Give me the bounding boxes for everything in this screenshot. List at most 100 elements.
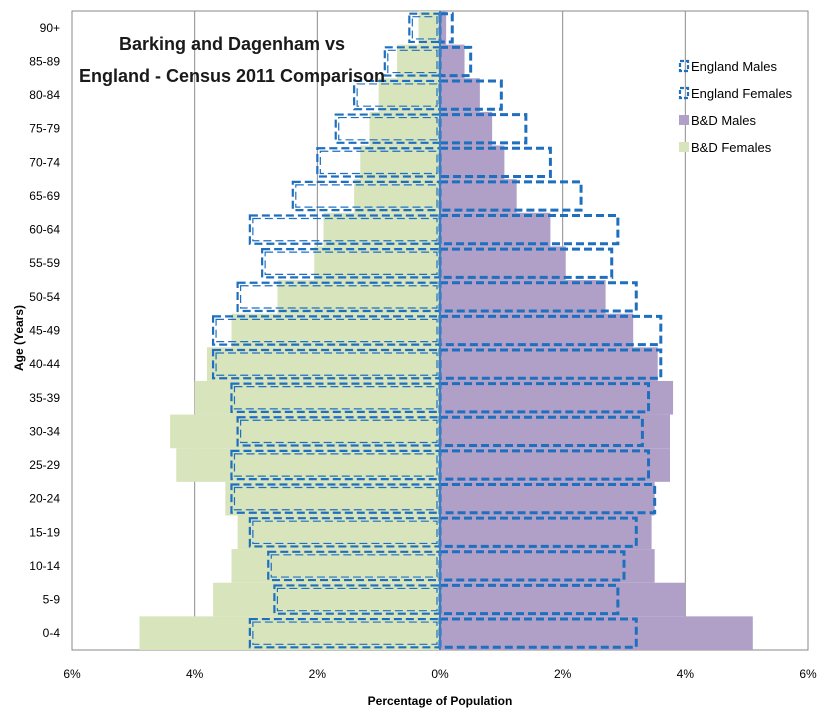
england-females-outline-inner [240,285,438,309]
bd-males-bar [440,347,658,381]
england-females-outline-inner [233,386,438,410]
england-females-outline [334,113,442,144]
legend-swatch [679,115,689,125]
y-tick-label: 80-84 [29,88,60,102]
y-tick-label: 20-24 [29,492,60,506]
bd-males-bar [440,549,655,583]
bd-females-bar [170,414,440,449]
england-females-outline-inner [411,16,438,40]
y-tick-label: 70-74 [29,155,60,169]
england-females-outline [408,12,442,44]
chart-title-line-2: England - Census 2011 Comparison [79,66,385,86]
x-tick-label: 0% [431,667,449,681]
england-females-outline-inner [215,352,438,376]
england-females-outline [261,248,442,279]
bd-females-bar [176,448,440,482]
x-axis-title: Percentage of Population [368,694,513,708]
y-tick-label: 40-44 [29,357,60,371]
bd-males-bar [440,145,505,180]
bd-females-bar [225,481,440,516]
england-females-outline-inner [319,150,438,175]
bd-females-bar [397,44,440,79]
england-females-outline-inner [264,251,438,275]
x-tick-label: 2% [309,667,327,681]
bd-males-bar [440,414,670,449]
bd-males-bar [440,515,652,550]
england-females-outline-inner [252,217,438,242]
legend: England Males England Females B&D Males B&D… [678,59,793,155]
legend-swatch [679,142,689,152]
legend-label: B&D Females [691,140,772,155]
england-females-outline [273,584,442,615]
bd-females-bar [231,549,440,583]
england-females-outline-inner [338,116,438,141]
england-females-outline-inner [233,453,438,477]
x-tick-label: 4% [677,667,695,681]
y-tick-label: 35-39 [29,391,60,405]
x-tick-label: 6% [63,667,81,681]
bd-males-bar [440,582,686,617]
legend-label: England Males [691,59,777,74]
bd-females-bar [139,616,440,650]
y-tick-label: 10-14 [29,559,60,573]
x-tick-label: 4% [186,667,204,681]
bd-males-bar [440,11,447,45]
bd-males-bar [440,448,670,482]
x-tick-label: 2% [554,667,572,681]
x-tick-label: 6% [799,667,817,681]
y-tick-label: 0-4 [43,626,61,640]
y-tick-label: 85-89 [29,54,60,68]
bd-females-bar [323,212,440,247]
legend-swatch [678,59,690,73]
england-males-outline [438,146,552,178]
y-tick-label: 60-64 [29,223,60,237]
england-males-outline [438,113,528,145]
chart-title-line-1: Barking and Dagenham vs [119,34,345,54]
y-tick-label: 45-49 [29,324,60,338]
england-males-outline [438,79,503,111]
england-females-outline-inner [270,554,438,578]
y-tick-label: 5-9 [43,593,61,607]
y-tick-label: 30-34 [29,424,60,438]
england-females-outline-inner [252,621,438,645]
y-tick-label: 25-29 [29,458,60,472]
bd-males-bar [440,280,606,314]
bd-females-bar [418,11,440,45]
england-females-outline-inner [233,486,438,511]
england-females-outline-inner [276,587,438,612]
y-tick-label: 65-69 [29,189,60,203]
bd-males-bar [440,78,480,112]
bd-males-bar [440,616,753,650]
bd-males-bar [440,246,566,281]
bd-females-bar [378,78,440,112]
axes: 6% 4% 2% 0% 2% 4% 6% 0-4 5-9 10-14 15-19 20-24 25-29… [29,11,817,681]
y-axis-title: Age (Years) [12,305,26,371]
bd-males-bar [440,481,655,516]
bd-females-bar [354,179,440,213]
bd-females-bar [231,313,440,348]
england-females-outline-inner [356,83,438,107]
bd-females-bar [213,582,440,617]
bd-females-bar [314,246,440,281]
bd-females-bar [369,111,440,146]
england-females-outline-inner [240,419,438,444]
legend-swatch [678,86,690,100]
legend-label: B&D Males [691,113,757,128]
bd-females-bar [237,515,440,550]
bd-males-bar [440,380,674,415]
bd-females-bar [277,280,440,314]
bd-females-bar [206,347,440,381]
y-tick-label: 15-19 [29,525,60,539]
bd-males-bar [440,111,493,146]
bd-males-bar [440,212,551,247]
bd-females-bar [360,145,440,180]
england-females-outline [383,46,442,77]
england-females-outline-inner [215,318,438,343]
y-tick-label: 55-59 [29,256,60,270]
england-females-outline-inner [252,520,438,545]
y-tick-label: 90+ [40,21,60,35]
england-females-outline-inner [295,184,438,208]
bd-males-bar [440,313,634,348]
